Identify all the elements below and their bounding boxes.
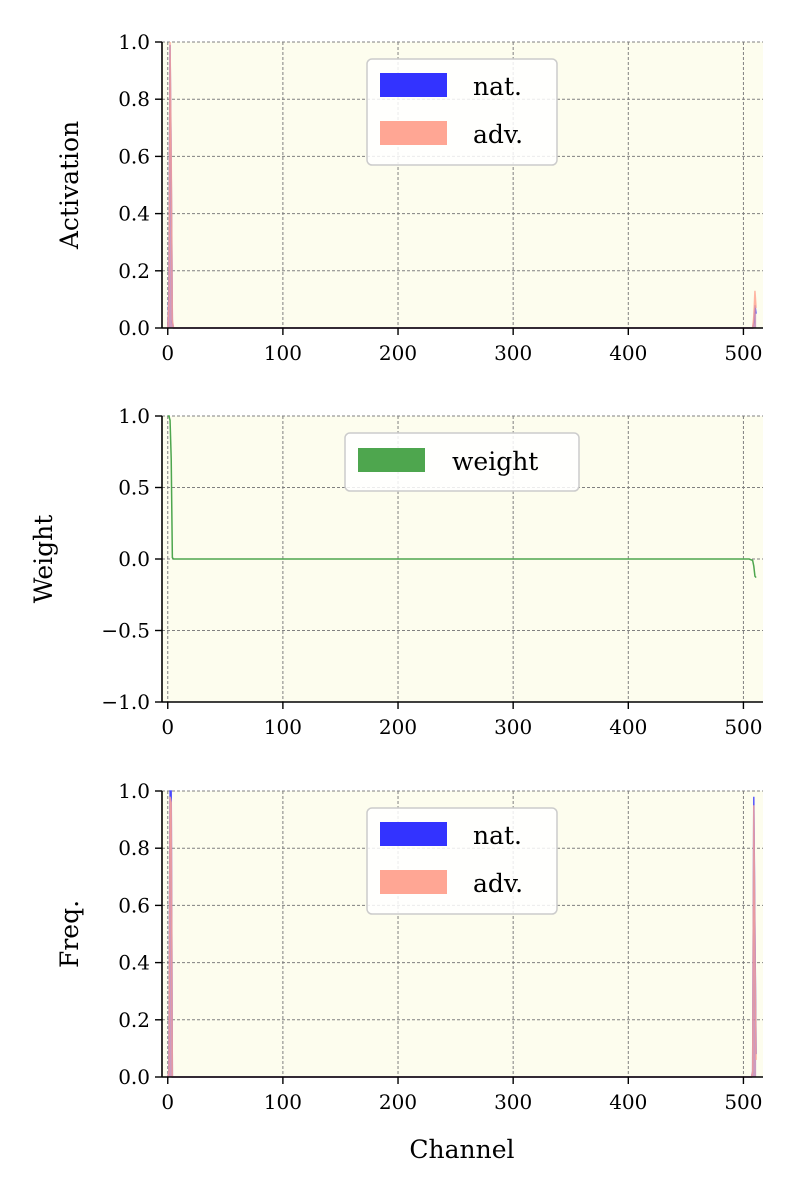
y-tick-label: 0.2	[118, 259, 150, 283]
legend-label-nat: nat.	[473, 72, 522, 101]
x-tick-label: 0	[161, 341, 174, 365]
x-tick-label: 400	[609, 1090, 647, 1114]
y-tick-label: 1.0	[118, 404, 150, 428]
legend-label-adv: adv.	[473, 120, 523, 149]
x-tick-label: 400	[609, 715, 647, 739]
legend: nat. adv.	[366, 807, 558, 915]
y-axis-label: Freq.	[55, 900, 84, 968]
legend-label-nat: nat.	[473, 821, 522, 850]
x-tick-label: 300	[494, 1090, 532, 1114]
x-tick-label: 300	[494, 715, 532, 739]
legend-swatch-nat	[380, 822, 447, 846]
x-tick-label: 500	[724, 341, 762, 365]
x-tick-label: 100	[264, 715, 302, 739]
legend-swatch-adv	[380, 870, 447, 894]
axes	[161, 791, 763, 1078]
x-tick-label: 200	[379, 715, 417, 739]
y-ticks: 0.0 0.2 0.4 0.6 0.8 1.0	[118, 779, 162, 1089]
x-tick-label: 400	[609, 341, 647, 365]
x-tick-label: 500	[724, 1090, 762, 1114]
legend-swatch-adv	[380, 121, 447, 145]
panel-frequency: 0 100 200 300 400 500 0.0 0.2 0.4 0.6 0.8 1.0 Freq…	[55, 779, 763, 1164]
series-layer	[167, 415, 757, 579]
legend-box	[344, 432, 580, 492]
y-tick-label: 1.0	[118, 779, 150, 803]
legend-swatch-weight	[358, 448, 425, 472]
x-tick-label: 0	[161, 1090, 174, 1114]
y-tick-label: 0.8	[118, 87, 150, 111]
y-axis-label: Activation	[55, 121, 84, 250]
y-tick-label: 0.6	[118, 893, 150, 917]
y-ticks: −1.0 −0.5 0.0 0.5 1.0	[101, 404, 162, 714]
y-tick-label: 0.6	[118, 144, 150, 168]
x-ticks: 0 100 200 300 400 500	[161, 328, 763, 365]
legend: nat. adv.	[366, 58, 558, 166]
y-tick-label: −0.5	[101, 619, 150, 643]
y-tick-label: 0.4	[118, 202, 150, 226]
x-ticks: 0 100 200 300 400 500	[161, 702, 763, 739]
y-axis-label: Weight	[29, 515, 58, 604]
x-tick-label: 300	[494, 341, 532, 365]
x-ticks: 0 100 200 300 400 500	[161, 1077, 763, 1114]
axes	[161, 42, 763, 329]
y-tick-label: 0.0	[118, 316, 150, 340]
y-tick-label: 0.8	[118, 836, 150, 860]
panel-weight: 0 100 200 300 400 500 −1.0 −0.5 0.0 0.5 1.0 Weigh…	[29, 404, 763, 739]
legend-label-weight: weight	[452, 447, 538, 476]
y-tick-label: 1.0	[118, 30, 150, 54]
x-tick-label: 500	[724, 715, 762, 739]
legend-label-adv: adv.	[473, 869, 523, 898]
x-tick-label: 100	[264, 1090, 302, 1114]
y-tick-label: 0.0	[118, 547, 150, 571]
y-tick-label: 0.5	[118, 476, 150, 500]
x-tick-label: 200	[379, 1090, 417, 1114]
legend-swatch-nat	[380, 73, 447, 97]
y-tick-label: 0.0	[118, 1065, 150, 1089]
y-tick-label: 0.4	[118, 951, 150, 975]
y-ticks: 0.0 0.2 0.4 0.6 0.8 1.0	[118, 30, 162, 340]
x-tick-label: 0	[161, 715, 174, 739]
x-axis-label: Channel	[409, 1135, 514, 1164]
series-line-weight	[167, 415, 757, 579]
y-tick-label: −1.0	[101, 690, 150, 714]
y-tick-label: 0.2	[118, 1008, 150, 1032]
x-tick-label: 100	[264, 341, 302, 365]
legend: weight	[344, 432, 580, 492]
panel-activation: 0 100 200 300 400 500 0.0 0.2 0.4 0.6 0.8 1.0 Acti…	[55, 30, 763, 365]
x-tick-label: 200	[379, 341, 417, 365]
